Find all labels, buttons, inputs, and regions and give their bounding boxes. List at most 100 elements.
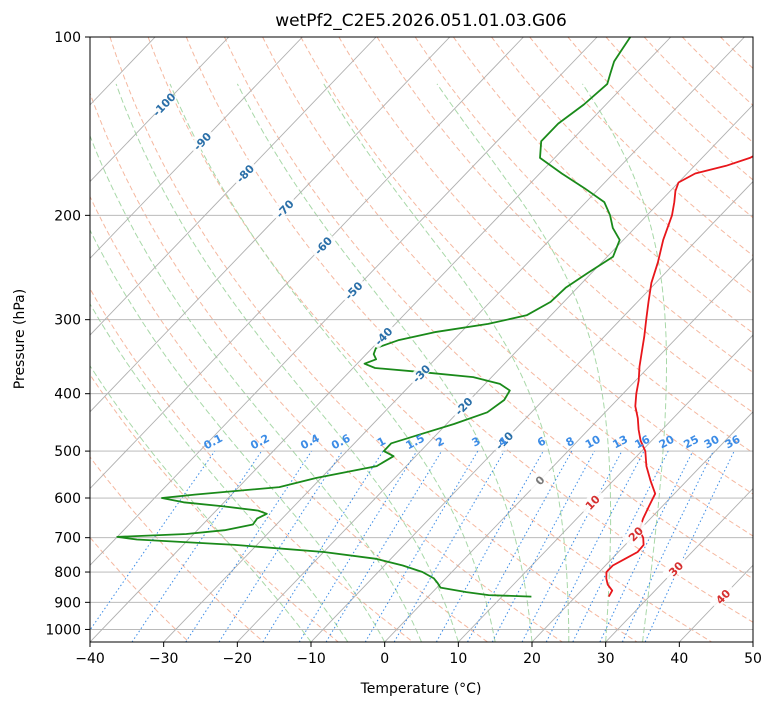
- label-bg: [309, 231, 336, 259]
- x-tick-label: −10: [296, 651, 326, 667]
- y-tick-label: 900: [54, 595, 81, 611]
- y-tick-label: 700: [54, 531, 81, 547]
- label-bg: [708, 582, 736, 610]
- label-bg: [188, 127, 215, 155]
- isotherm-line: [458, 334, 753, 642]
- mixing-ratio-label-text: 10: [583, 433, 603, 452]
- mixing-ratio-label: 16: [633, 433, 653, 452]
- chart-title: wetPf2_C2E5.2026.051.01.03.G06: [275, 11, 567, 31]
- x-tick-label: 20: [523, 651, 541, 667]
- dewpoint-profile: [116, 37, 632, 598]
- isotherm-line: [310, 180, 753, 642]
- plot-frame: [89, 36, 754, 643]
- moist-adiabat-line: [436, 83, 612, 642]
- isotherm-line: [163, 37, 745, 642]
- isotherm-line: [90, 37, 598, 566]
- mixing-ratio-label-text: 20: [657, 433, 677, 452]
- isotherm-line: [605, 487, 753, 642]
- label-bg: [525, 466, 553, 494]
- x-tick-label: −30: [149, 651, 179, 667]
- mixing-ratio-line: [435, 450, 544, 642]
- label-bg: [407, 359, 434, 387]
- mixing-ratio-line: [90, 450, 216, 631]
- mixing-ratio-label: 10: [583, 433, 603, 452]
- isotherm-line: [90, 37, 451, 413]
- label-bg: [661, 554, 689, 582]
- dry-adiabat-line: [262, 37, 753, 537]
- y-tick-label: 100: [54, 30, 81, 46]
- mixing-ratio-label-text: 25: [681, 433, 701, 452]
- mixing-ratio-label: 30: [702, 433, 722, 452]
- moist-adiabat-line: [323, 83, 570, 642]
- mixing-ratio-line: [131, 450, 263, 642]
- mixing-ratio-label: 13: [610, 433, 630, 452]
- dry-adiabat-line: [300, 37, 753, 495]
- dry-adiabat-line: [90, 195, 488, 642]
- mixing-ratio-line: [572, 450, 669, 642]
- mixing-ratio-label-text: 36: [723, 433, 743, 452]
- moist-adiabat-line: [236, 83, 533, 642]
- isotherm-line: [90, 37, 377, 336]
- y-tick-label: 500: [54, 444, 81, 460]
- mixing-ratio-label-text: 16: [633, 433, 653, 452]
- label-bg: [621, 519, 649, 547]
- dry-adiabat-line: [567, 37, 753, 219]
- mixing-ratio-label-text: 30: [702, 433, 722, 452]
- y-axis-label: Pressure (hPa): [12, 289, 28, 389]
- mixing-ratio-label: 20: [657, 433, 677, 452]
- y-tick-label: 200: [54, 208, 81, 224]
- label-bg: [369, 322, 397, 350]
- dry-adiabat-line: [224, 37, 753, 580]
- moist-adiabat-line: [115, 83, 459, 642]
- mixing-ratio-label: 25: [681, 433, 701, 452]
- axis-ticks: −40 −30 −20 −10 0 10 20 30 40 50 100 200 300 400 500 60…: [45, 30, 762, 667]
- temperature-profile: [605, 155, 753, 598]
- background-lines: [90, 37, 753, 642]
- y-tick-label: 400: [54, 387, 81, 403]
- dry-adiabat-line: [452, 37, 753, 334]
- x-axis-label: Temperature (°C): [360, 681, 482, 697]
- x-tick-label: 10: [449, 651, 467, 667]
- x-tick-label: −20: [223, 651, 253, 667]
- mixing-ratio-line: [298, 450, 418, 642]
- label-bg: [339, 276, 367, 304]
- mixing-ratio-line: [218, 450, 343, 642]
- dry-adiabat-line: [90, 536, 190, 642]
- dry-adiabat-line: [109, 37, 638, 642]
- mixing-ratio-line: [491, 450, 595, 642]
- y-tick-label: 300: [54, 313, 81, 329]
- moist-adiabat-line: [90, 229, 386, 642]
- label-bg: [231, 159, 258, 187]
- dry-adiabat-line: [90, 91, 563, 642]
- y-tick-label: 1000: [45, 622, 81, 638]
- y-tick-label: 600: [54, 491, 81, 507]
- x-tick-label: 0: [380, 651, 389, 667]
- isotherm-line: [384, 257, 753, 642]
- x-tick-label: −40: [75, 651, 105, 667]
- dry-adiabat-line: [185, 37, 753, 623]
- x-tick-label: 40: [670, 651, 688, 667]
- mixing-ratio-line: [185, 450, 313, 642]
- label-bg: [270, 194, 298, 222]
- mixing-ratio-label: 36: [723, 433, 743, 452]
- isotherm-line: [237, 104, 753, 642]
- dry-adiabat-line: [643, 37, 753, 144]
- dry-adiabat-line: [491, 37, 753, 295]
- mixing-ratio-line: [325, 450, 443, 642]
- profiles: [116, 37, 753, 598]
- mixing-ratio-label-text: 13: [610, 433, 630, 452]
- moist-adiabat-line: [582, 83, 667, 642]
- y-tick-label: 800: [54, 565, 81, 581]
- label-bg: [149, 90, 177, 118]
- moist-adiabat-line: [90, 134, 422, 642]
- label-bg: [449, 391, 477, 420]
- dry-adiabat-line: [90, 287, 414, 642]
- isotherm-line: [90, 37, 230, 183]
- dry-adiabat-line: [376, 37, 753, 413]
- isotherm-line: [90, 37, 524, 490]
- label-bg: [490, 426, 517, 454]
- mixing-ratio-line: [467, 450, 573, 642]
- x-tick-label: 50: [744, 651, 762, 667]
- x-tick-label: 30: [597, 651, 615, 667]
